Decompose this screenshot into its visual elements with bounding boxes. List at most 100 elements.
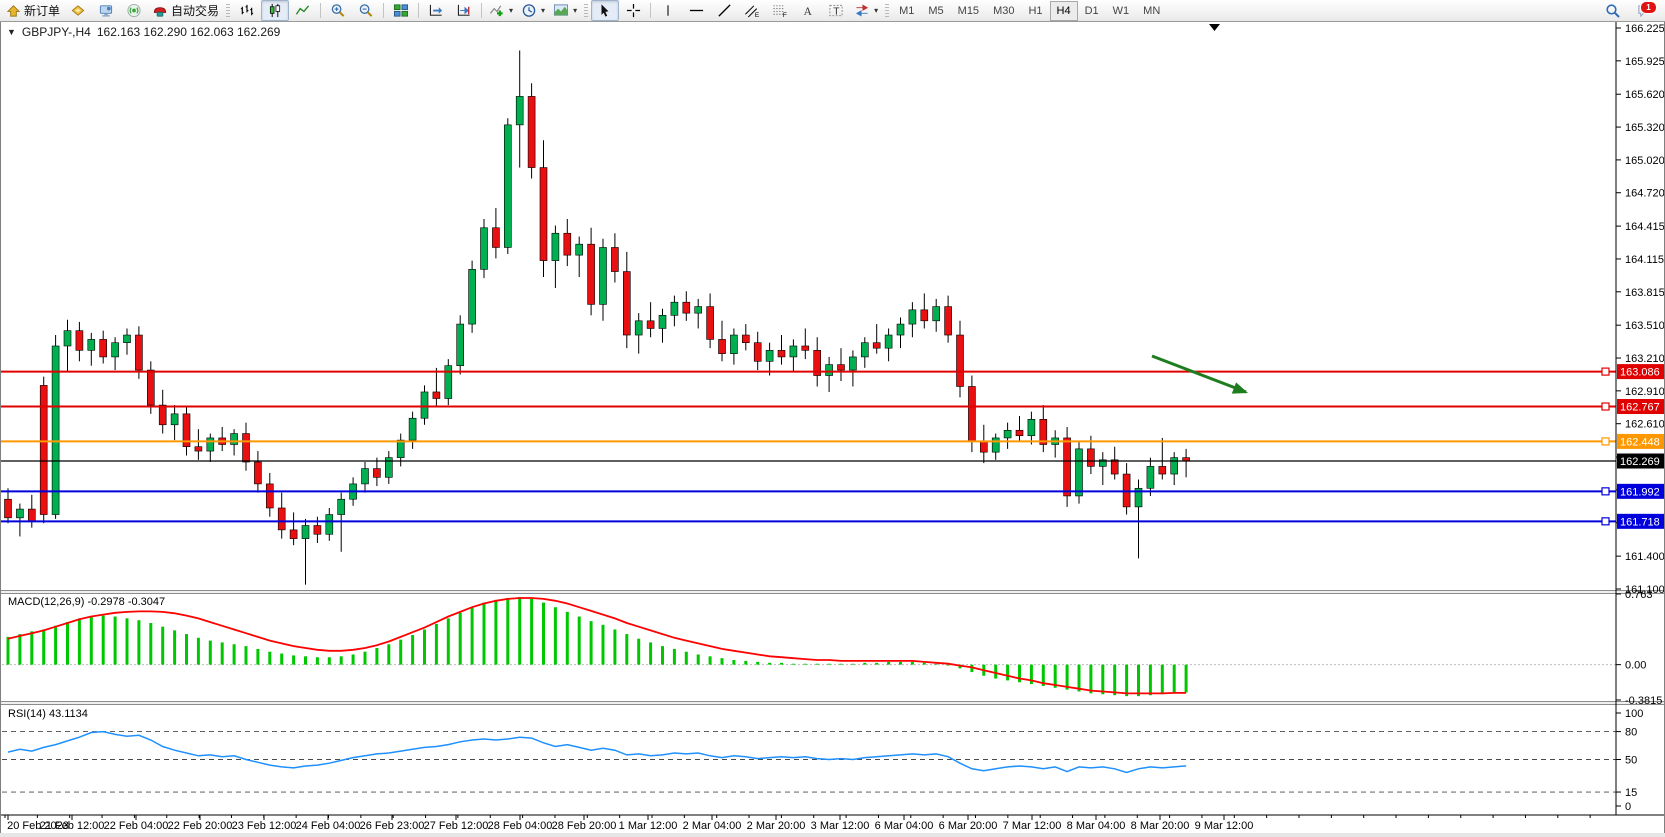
channel-icon: E [745, 5, 760, 18]
candle-body [670, 301, 679, 316]
rsi-axis-label: 15 [1625, 787, 1637, 799]
time-axis-label: 2 Mar 20:00 [747, 820, 806, 832]
candle-body [158, 404, 167, 426]
indicators-button[interactable]: ▾ [485, 0, 517, 21]
time-axis-label: 20 Feb 2023 [7, 820, 69, 832]
price-axis-label: 163.510 [1625, 320, 1665, 332]
bar-chart-button[interactable] [233, 0, 261, 21]
timeframe-button-M1[interactable]: M1 [899, 4, 915, 17]
price-line-badge-label: 161.992 [1620, 486, 1660, 498]
step-forward-button[interactable] [450, 0, 478, 21]
chart-shift-marker[interactable] [1209, 24, 1220, 31]
candle-body [1087, 448, 1095, 467]
candle-body [634, 320, 643, 336]
templates-button[interactable]: ▾ [549, 0, 581, 21]
toolbar-drag-handle[interactable] [226, 3, 231, 18]
rsi-axis-label: 100 [1625, 708, 1643, 720]
toolbar-group-trade: 新订单 自动交易 [2, 1, 223, 21]
toolbar-drag-handle[interactable] [584, 3, 589, 18]
candle-body [242, 433, 250, 463]
timeframe-button-M30[interactable]: M30 [993, 4, 1015, 17]
zoom-out-button[interactable] [352, 0, 380, 21]
rsi-axis-label: 50 [1625, 755, 1637, 767]
candle-body [920, 309, 929, 322]
symbol-dropdown-icon[interactable]: ▼ [7, 27, 16, 37]
timeframe-button-H4[interactable]: H4 [1049, 0, 1078, 21]
candle-body [194, 446, 203, 452]
step-back-button[interactable] [422, 0, 450, 21]
main-toolbar: 新订单 自动交易 [0, 0, 1665, 22]
candle-body [563, 232, 572, 256]
notifications-button[interactable]: 1 [1633, 0, 1657, 21]
candle-body [277, 507, 286, 531]
drawn-arrow-object[interactable] [1151, 354, 1247, 394]
candle-body [587, 243, 595, 305]
window-bottom-strip [0, 833, 1665, 837]
chart-step-forward-icon [457, 4, 470, 16]
metaeditor-button[interactable] [92, 0, 120, 21]
timeframe-button-D1[interactable]: D1 [1084, 4, 1099, 17]
line-chart-button[interactable] [289, 0, 317, 21]
candle-body [408, 417, 417, 441]
candle-body [480, 227, 488, 270]
time-axis-label: 3 Mar 12:00 [811, 820, 870, 832]
trendline-button[interactable] [710, 0, 738, 21]
tile-windows-button[interactable] [387, 0, 415, 21]
arrows-caret-icon: ▾ [874, 6, 879, 15]
candle-body [182, 413, 191, 447]
text-label-icon: T [829, 4, 843, 17]
candle-body [884, 334, 893, 349]
candle-body [289, 529, 298, 539]
timeframe-button-M15[interactable]: M15 [957, 4, 980, 17]
arrows-button[interactable]: ▾ [850, 0, 882, 21]
signals-button[interactable] [120, 0, 148, 21]
time-axis-label: 8 Mar 20:00 [1131, 820, 1190, 832]
autotrade-button[interactable]: 自动交易 [148, 0, 223, 21]
time-axis-label: 28 Feb 04:00 [488, 820, 553, 832]
svg-text:T: T [833, 6, 840, 17]
zoom-in-button[interactable] [324, 0, 352, 21]
pane-separator[interactable] [0, 590, 1665, 594]
text-button[interactable]: A [794, 0, 822, 21]
price-line-badge-label: 162.269 [1620, 456, 1660, 468]
candle-body [956, 334, 964, 387]
candlestick-chart-button[interactable] [261, 0, 290, 21]
cursor-button[interactable] [591, 0, 620, 21]
drawn-arrow-head[interactable] [1231, 382, 1248, 394]
crosshair-button[interactable] [619, 0, 647, 21]
candle-body [1158, 466, 1167, 475]
horizontal-line-button[interactable] [682, 0, 710, 21]
vertical-line-button[interactable] [654, 0, 682, 21]
toolbar-drag-handle[interactable] [885, 3, 890, 18]
candle-body [420, 391, 429, 419]
timeframe-button-MN[interactable]: MN [1143, 4, 1161, 17]
timeframe-button-H1[interactable]: H1 [1028, 4, 1043, 17]
periods-caret-icon: ▾ [541, 6, 546, 15]
equidistant-channel-button[interactable]: E [738, 0, 766, 21]
candle-body [123, 334, 131, 343]
candle-body [872, 342, 881, 349]
time-axis-label: 22 Feb 04:00 [104, 820, 169, 832]
macd-axis-label: 0.00 [1625, 660, 1646, 672]
candle-body [492, 227, 500, 248]
candle-body [16, 508, 24, 519]
price-axis-label: 163.815 [1625, 287, 1665, 299]
fibonacci-button[interactable]: F [766, 0, 794, 21]
profile-button[interactable] [64, 0, 92, 21]
new-order-button[interactable]: 新订单 [2, 0, 64, 21]
time-axis-label: 1 Mar 12:00 [619, 820, 678, 832]
add-indicator-icon [489, 5, 503, 17]
timeframe-button-W1[interactable]: W1 [1112, 4, 1130, 17]
pane-separator[interactable] [0, 701, 1665, 705]
candle-body [1146, 466, 1155, 489]
periods-button[interactable]: ▾ [517, 0, 549, 21]
timeframe-button-M5[interactable]: M5 [928, 4, 944, 17]
cursor-arrow-icon [601, 4, 609, 17]
candle-body [1003, 429, 1012, 439]
price-axis-label: 162.610 [1625, 419, 1665, 431]
text-label-button[interactable]: T [822, 0, 850, 21]
candle-body [682, 301, 691, 314]
search-button[interactable] [1599, 0, 1627, 21]
macd-axis-label: 0.763 [1625, 589, 1653, 601]
